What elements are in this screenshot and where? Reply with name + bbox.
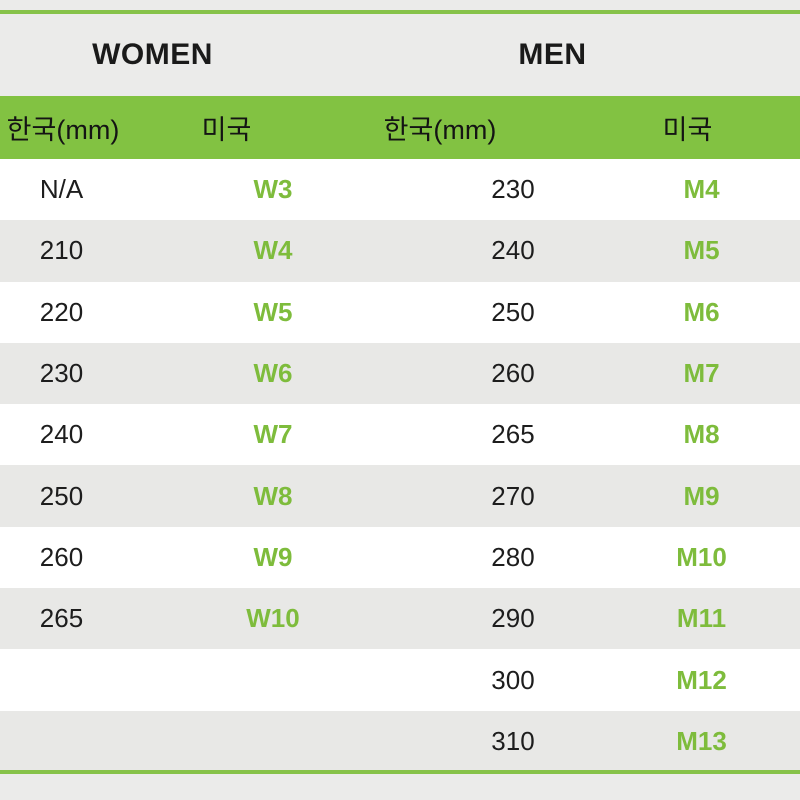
cell-men-us: M8 [683,419,720,450]
column-header-row: 한국(mm) 미국 한국(mm) 미국 [0,96,800,159]
column-header-men-us: 미국 [662,115,713,145]
cell-women-korea: 220 [39,296,84,327]
table-row: 210 W4 240 M5 [0,220,800,282]
cell-women-us: W9 [253,541,293,572]
column-header-men-korea: 한국(mm) [383,115,497,145]
table-row: 250 W8 270 M9 [0,465,800,527]
cell-women-korea: 265 [39,603,84,634]
table-row: 220 W5 250 M6 [0,281,800,343]
column-header-women-korea: 한국(mm) [6,115,120,145]
cell-men-korea: 280 [491,541,535,572]
cell-women-us: W6 [253,358,293,389]
group-header-men: MEN [518,38,587,71]
table-row: 240 W7 265 M8 [0,404,800,466]
cell-women-korea: 230 [39,358,84,389]
cell-men-us: M12 [676,664,727,695]
cell-women-us [123,649,423,710]
cell-women-korea [0,649,123,710]
table-row: N/A W3 230 M4 [0,159,800,221]
group-header-women: WOMEN [92,38,213,71]
table-row: 310 M13 [0,710,800,772]
cell-men-us: M4 [683,174,720,205]
cell-women-korea: 210 [39,235,84,266]
cell-women-us: W5 [253,296,293,327]
cell-women-us: W8 [253,480,293,511]
cell-men-korea: 230 [491,174,535,205]
cell-men-korea: 310 [491,725,535,756]
table-row: 265 W10 290 M11 [0,588,800,650]
group-header-row: WOMEN MEN [0,14,800,96]
size-table-body: N/A W3 230 M4 210 W4 240 M5 220 W5 250 M6 230 W6 260 M7… [0,159,800,772]
cell-women-us [123,711,423,772]
cell-women-korea: 260 [39,541,84,572]
cell-men-korea: 300 [491,664,535,695]
cell-men-korea: 250 [491,296,535,327]
cell-women-us: W4 [253,235,293,266]
cell-men-us: M7 [683,358,720,389]
cell-women-korea: 240 [39,419,84,450]
cell-men-us: M5 [683,235,720,266]
table-row: 260 W9 280 M10 [0,526,800,589]
cell-men-korea: 270 [491,480,535,511]
table-row: 300 M12 [0,649,800,711]
cell-women-korea: N/A [39,174,84,205]
cell-men-korea: 240 [491,235,535,266]
cell-men-us: M13 [676,725,727,756]
cell-women-korea: 250 [39,480,84,511]
cell-men-us: M6 [683,296,720,327]
cell-women-us: W7 [253,419,293,450]
cell-men-us: M11 [676,603,727,634]
cell-men-us: M9 [683,480,720,511]
column-header-women-us: 미국 [201,115,252,145]
cell-men-korea: 260 [491,358,535,389]
cell-men-korea: 265 [491,419,535,450]
cell-women-us: W3 [253,174,293,205]
bottom-divider-rule [0,770,800,774]
top-divider-rule [0,10,800,14]
table-row: 230 W6 260 M7 [0,342,800,405]
cell-men-korea: 290 [491,603,535,634]
cell-women-us: W10 [246,603,300,634]
cell-men-us: M10 [676,541,727,572]
cell-women-korea [0,711,123,772]
